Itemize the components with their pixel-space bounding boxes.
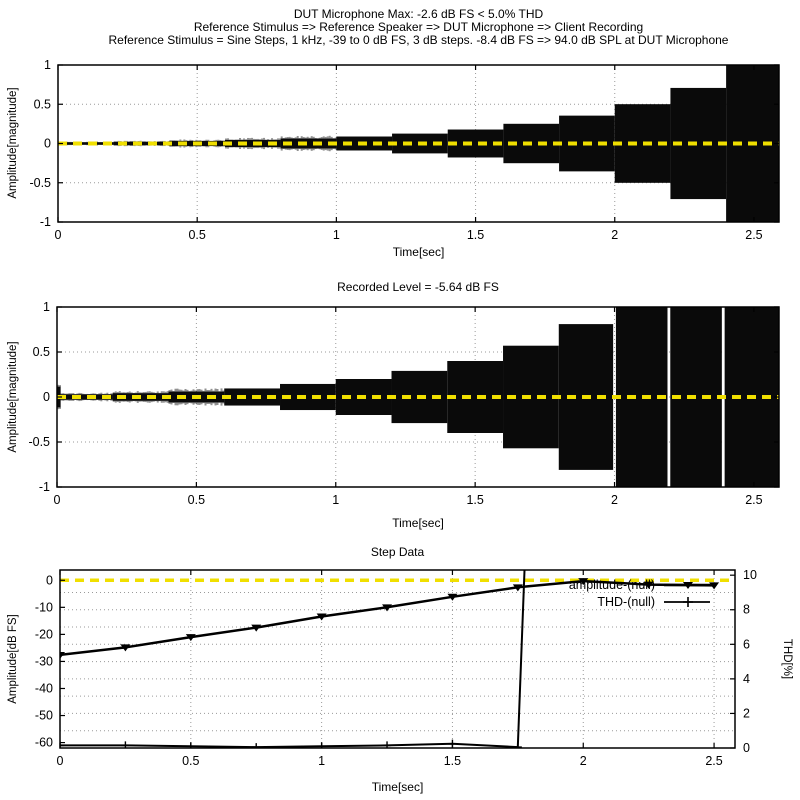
x-tick-label: 0: [54, 493, 61, 507]
plot3-left-y-axis-label: Amplitude[dB FS]: [7, 614, 19, 704]
y-tick-label: 1: [44, 58, 51, 72]
legend-sample-amplitude: [664, 581, 710, 589]
step-data-plot: 0 0.5 1 1.5 2 2.5 0 -10 -20 -30 -40 -50 -60 10 8 6 4 2 0: [35, 568, 757, 768]
y-tick-label: 0.5: [34, 97, 51, 111]
thd-marker: [513, 743, 522, 748]
x-tick-label: 0.5: [188, 228, 205, 242]
x-tick-label: 0: [55, 228, 62, 242]
amplitude-marker: [60, 651, 65, 659]
plot2-title: Recorded Level = -5.64 dB FS: [337, 280, 499, 294]
waveform-band: [60, 394, 113, 400]
x-tick-label: 1.5: [467, 228, 484, 242]
x-tick-label: 0.5: [188, 493, 205, 507]
right-y-tick-label: 2: [743, 706, 750, 720]
x-tick-label: 2: [611, 228, 618, 242]
x-tick-label: 2.5: [745, 493, 762, 507]
right-y-tick-label: 8: [743, 603, 750, 617]
y-tick-label: -0.5: [29, 176, 51, 190]
plot1-y-axis-label: Amplitude[magnitude]: [7, 87, 19, 199]
plot3-title: Step Data: [370, 545, 425, 559]
left-y-tick-label: -50: [35, 709, 53, 723]
y-tick-label: -1: [39, 480, 50, 494]
x-tick-label: 1: [332, 493, 339, 507]
legend-label-thd: THD-(null): [597, 594, 655, 609]
amplitude-marker: [643, 581, 654, 589]
waveform-band: [280, 138, 337, 149]
plot3-right-y-axis-label: THD[%]: [781, 638, 793, 680]
plot1-title-line1: DUT Microphone Max: -2.6 dB FS < 5.0% TH…: [293, 7, 544, 21]
amplitude-marker: [382, 604, 393, 612]
amplitude-marker: [185, 634, 196, 642]
thd-marker: [60, 741, 64, 748]
amplitude-marker: [578, 578, 589, 586]
series-group: [60, 570, 720, 748]
right-y-tick-label: 6: [743, 637, 750, 651]
plot-border: [59, 569, 736, 749]
plot2-y-axis-label: Amplitude[magnitude]: [7, 341, 19, 453]
x-tick-label: 2: [611, 493, 618, 507]
x-tick-label: 1.5: [444, 754, 461, 768]
y-tick-label: 0: [44, 137, 51, 151]
amplitude-marker: [709, 582, 720, 590]
plot1-title-line3: Reference Stimulus = Sine Steps, 1 kHz, …: [108, 33, 729, 47]
right-y-tick-label: 4: [743, 672, 750, 686]
x-tick-label: 1: [318, 754, 325, 768]
right-y-tick-label: 0: [743, 741, 750, 755]
y-tick-label: 0: [43, 390, 50, 404]
x-tick-label: 0: [57, 754, 64, 768]
thd-marker: [252, 743, 261, 748]
left-y-tick-label: -30: [35, 654, 53, 668]
triangle-down-marker-icon: [683, 581, 693, 589]
legend-sample-thd: [664, 596, 710, 607]
left-y-tick-label: -20: [35, 627, 53, 641]
y-tick-label: 1: [43, 300, 50, 314]
left-y-tick-label: -10: [35, 600, 53, 614]
x-tick-label: 2.5: [705, 754, 722, 768]
legend-row-thd: THD-(null): [597, 593, 712, 610]
plot2-x-axis-label: Time[sec]: [392, 516, 444, 530]
amplitude-marker: [512, 584, 523, 592]
waveform-band: [58, 142, 114, 145]
plot1-x-axis-label: Time[sec]: [392, 245, 445, 259]
legend-row-amplitude: amplitude-(null): [569, 576, 712, 593]
waveform-band: [225, 139, 281, 148]
left-y-tick-label: -40: [35, 681, 53, 695]
plot3-legend: amplitude-(null) THD-(null): [300, 576, 712, 610]
left-y-tick-label: -60: [35, 736, 53, 750]
x-tick-label: 1.5: [466, 493, 483, 507]
plus-marker-icon: [683, 596, 693, 607]
stimulus-waveform-plot: 0 0.5 1 1.5 2 2.5 -1 -0.5 0 0.5 1: [29, 58, 780, 242]
left-y-tick-label: 0: [46, 573, 53, 587]
x-tick-label: 1: [333, 228, 340, 242]
thd-marker: [121, 741, 130, 748]
recorded-waveform-plot: 0 0.5 1 1.5 2 2.5 -1 -0.5 0 0.5 1: [28, 300, 780, 507]
amplitude-marker: [251, 624, 262, 632]
y-tick-label: 0.5: [33, 345, 50, 359]
plot1-title: DUT Microphone Max: -2.6 dB FS < 5.0% TH…: [58, 8, 779, 47]
amplitude-marker: [447, 593, 458, 601]
right-y-tick-label: 10: [743, 568, 757, 582]
thd-marker: [383, 741, 392, 748]
amplitude-marker: [316, 613, 327, 621]
plot1-title-line2: Reference Stimulus => Reference Speaker …: [193, 20, 644, 34]
x-tick-label: 2.5: [745, 228, 762, 242]
x-tick-label: 0.5: [182, 754, 199, 768]
x-tick-label: 2: [580, 754, 587, 768]
y-tick-label: -0.5: [28, 435, 50, 449]
legend-label-amplitude: amplitude-(null): [568, 577, 655, 592]
amplitude-marker: [120, 644, 131, 652]
plot3-x-axis-label: Time[sec]: [371, 780, 424, 794]
y-tick-label: -1: [40, 215, 51, 229]
